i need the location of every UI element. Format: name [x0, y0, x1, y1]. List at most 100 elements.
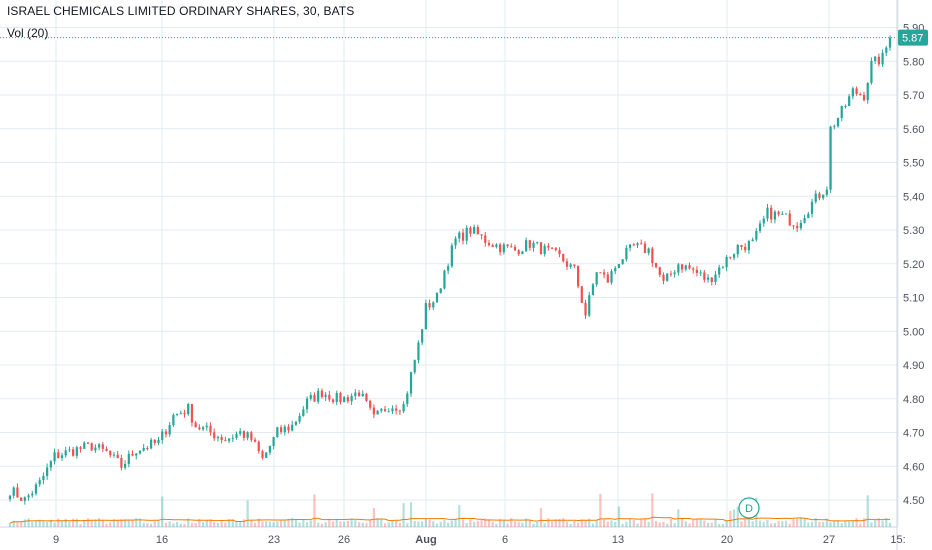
volume-bar [517, 522, 520, 527]
candle-body [357, 392, 361, 397]
candle-body [751, 239, 754, 242]
dividend-marker[interactable]: D [738, 497, 760, 519]
dividend-icon[interactable] [738, 497, 760, 519]
volume-bar [179, 523, 182, 527]
candle-body [16, 487, 19, 498]
candle-body [64, 450, 67, 456]
candle-body [758, 223, 762, 231]
candle-body [461, 232, 465, 241]
candle-body [60, 455, 64, 459]
candle-body [770, 207, 773, 220]
candle-body [654, 262, 658, 268]
candle-body [309, 395, 312, 399]
x-tick-label: 15: [890, 534, 905, 546]
candle-body [866, 83, 869, 101]
volume-bar [443, 519, 446, 527]
y-tick-label: 5.50 [903, 158, 924, 170]
volume-bar [365, 523, 368, 527]
candle-body [276, 427, 279, 438]
candle-body [580, 286, 583, 303]
candle-body [599, 272, 602, 274]
candle-body [699, 272, 702, 274]
volume-bar [94, 519, 97, 527]
volume-bar [235, 521, 238, 527]
candle-body [339, 392, 342, 403]
volume-bar [268, 521, 272, 527]
candle-body [157, 439, 160, 444]
volume-bar [313, 494, 316, 527]
volume-bar [513, 521, 517, 527]
candle-body [31, 493, 34, 496]
volume-bar [172, 523, 175, 527]
volume-bar [428, 519, 431, 527]
candle-body [317, 390, 320, 402]
candle-body [324, 394, 327, 397]
volume-bar [16, 521, 19, 527]
volume-bar [781, 521, 784, 527]
candle-body [736, 244, 739, 255]
candle-body [172, 414, 175, 426]
candle-body [164, 431, 168, 435]
candle-body [851, 88, 854, 97]
volume-bar [53, 522, 56, 527]
time-axis[interactable]: 9 16 23 26 Aug 6 13 20 27 15: [53, 534, 906, 546]
volume-bar [31, 521, 34, 527]
y-tick-label: 4.80 [903, 394, 924, 406]
volume-bar [23, 519, 26, 527]
candle-body [194, 422, 197, 428]
volume-bar [265, 521, 268, 527]
volume-bar [447, 522, 450, 527]
candle-body [287, 426, 290, 431]
candle-body [781, 213, 784, 215]
candle-body [380, 409, 383, 411]
volume-bar [320, 523, 324, 527]
volume-bar [658, 522, 661, 527]
candle-body [547, 245, 550, 248]
candle-body [205, 425, 208, 428]
volume-bar [253, 522, 257, 527]
volume-bar [625, 521, 628, 527]
chart-title: ISRAEL CHEMICALS LIMITED ORDINARY SHARES… [7, 4, 355, 18]
candle-body [632, 244, 635, 246]
candle-body [640, 243, 643, 245]
volume-bar [276, 521, 279, 527]
candle-body [829, 126, 832, 190]
candle-body [220, 436, 223, 441]
volume-bar [606, 521, 609, 527]
volume-bar [558, 518, 561, 527]
candle-body [818, 193, 821, 199]
candle-body [473, 226, 476, 234]
volume-bar [595, 519, 598, 527]
candle-body [72, 449, 75, 456]
candle-body [558, 249, 561, 254]
candle-body [268, 445, 272, 453]
volume-bar [183, 523, 186, 527]
candle-body [562, 253, 565, 262]
candle-body [454, 238, 457, 246]
price-axis[interactable]: 4.50 4.60 4.70 4.80 4.90 5.00 5.10 5.20 5.30 5.40… [903, 23, 924, 508]
candle-body [569, 264, 572, 267]
volume-bar [632, 520, 635, 527]
volume-bar [751, 521, 754, 527]
volume-bar [231, 519, 234, 527]
candle-body [298, 415, 301, 422]
y-tick-label: 4.90 [903, 360, 924, 372]
candle-body [239, 431, 242, 434]
volume-bar [328, 520, 331, 527]
volume-bar [135, 518, 138, 527]
y-tick-label: 5.80 [903, 56, 924, 68]
candle-body [27, 495, 30, 498]
volume-bar [480, 519, 483, 527]
candle-body [372, 407, 375, 415]
volume-bar [654, 520, 658, 527]
volume-bar [406, 523, 409, 527]
candle-body [294, 421, 298, 425]
volume-bar [569, 523, 572, 527]
candle-body [833, 126, 836, 128]
candle-body [502, 244, 505, 253]
volume-bar [499, 519, 502, 527]
candle-body [784, 213, 788, 215]
volume-bar [721, 523, 725, 527]
candle-body [8, 495, 12, 500]
